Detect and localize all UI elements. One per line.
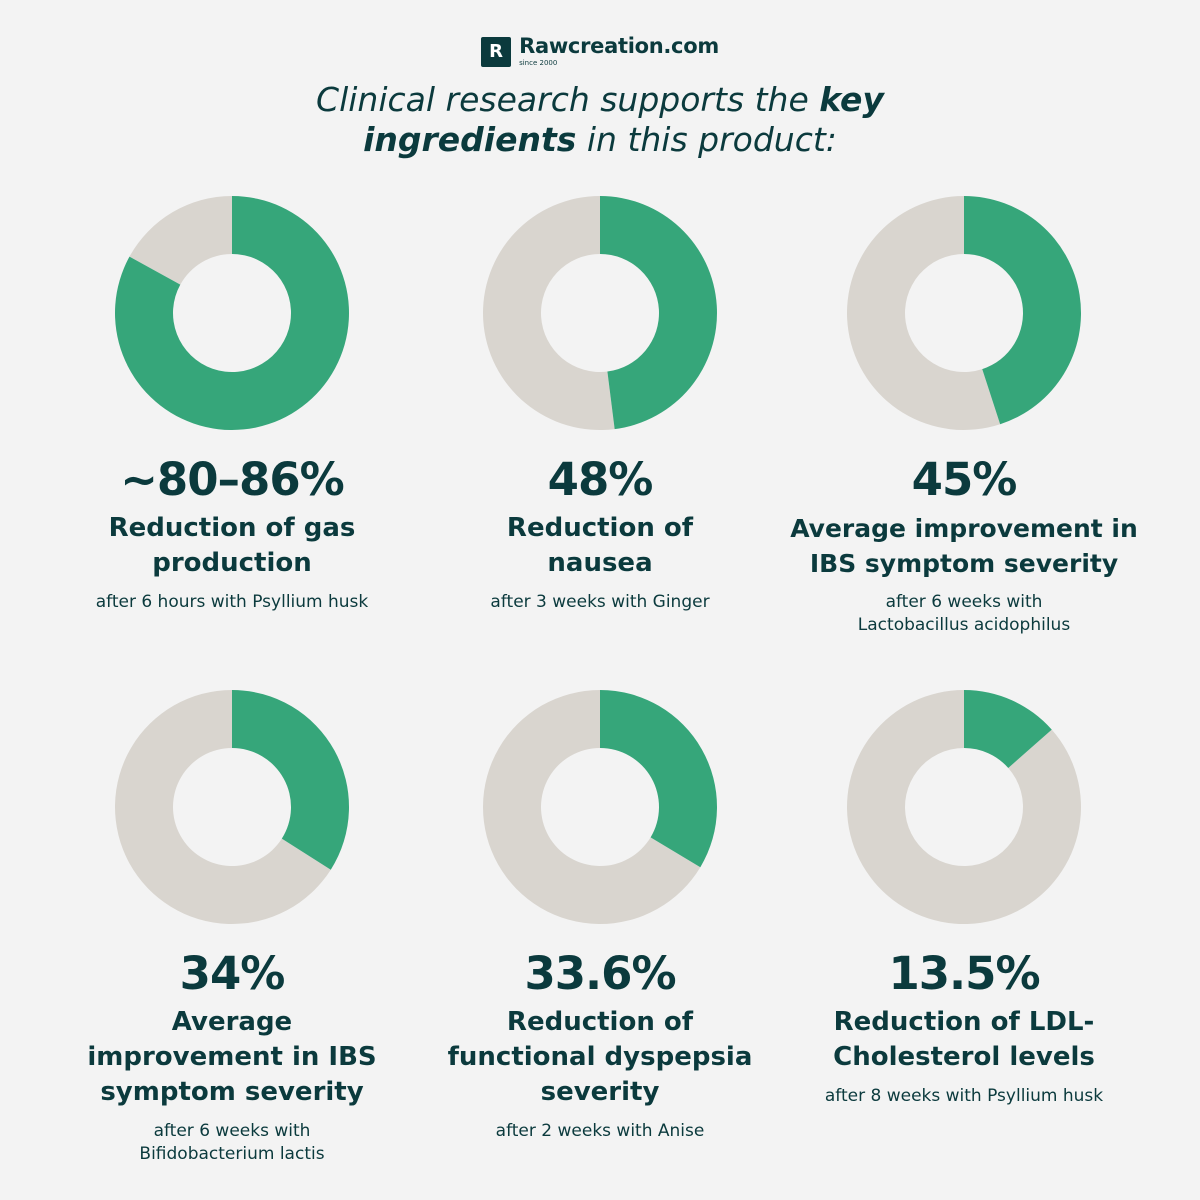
- brand-tagline: since 2000: [519, 59, 558, 67]
- headline-part1: Clinical research supports the: [316, 80, 820, 119]
- headline-bold-key: key: [819, 80, 884, 119]
- donut-chart: [483, 196, 718, 430]
- stat-title: Average improvement in IBS symptom sever…: [790, 514, 1138, 578]
- stat-note: after 6 weeks with Lactobacillus acidoph…: [857, 592, 1071, 635]
- donut-remainder-slice: [847, 196, 1001, 430]
- logo-mark-icon: R: [481, 36, 512, 67]
- donut-value-slice: [232, 690, 349, 870]
- donut-chart: [115, 690, 349, 924]
- headline-part2: in this product:: [576, 120, 837, 159]
- stat-card: 33.6% Reduction of functional dyspepsia …: [405, 689, 795, 1143]
- stat-note: after 6 hours with Psyllium husk: [95, 592, 369, 612]
- stat-card: 45% Average improvement in IBS symptom s…: [769, 195, 1159, 637]
- stat-title: Average improvement in IBS symptom sever…: [87, 1007, 377, 1107]
- stat-value: 45%: [911, 453, 1018, 506]
- donut-value-slice: [964, 690, 1052, 768]
- donut-remainder-slice: [115, 690, 331, 924]
- stat-title: Reduction of LDL-Cholesterol levels: [833, 1007, 1095, 1072]
- stat-title: Reduction of functional dyspepsia severi…: [447, 1007, 753, 1107]
- donut-remainder-slice: [847, 690, 1081, 924]
- donut-value-slice: [964, 196, 1081, 425]
- logo-text: Rawcreation.com since 2000: [519, 36, 719, 67]
- stat-note: after 6 weeks with Bifidobacterium lacti…: [139, 1121, 325, 1164]
- donut-remainder-slice: [129, 196, 232, 285]
- donut-remainder-slice: [483, 196, 615, 430]
- stat-value: 13.5%: [888, 947, 1040, 1000]
- stat-title: Reduction of nausea: [506, 513, 694, 578]
- stat-card: 48% Reduction of nausea after 3 weeks wi…: [405, 195, 795, 614]
- stat-value: 34%: [179, 947, 286, 1000]
- stat-card: 34% Average improvement in IBS symptom s…: [37, 689, 427, 1166]
- donut-remainder-slice: [483, 690, 701, 924]
- stat-note: after 8 weeks with Psyllium husk: [824, 1086, 1104, 1106]
- stat-note: after 2 weeks with Anise: [495, 1121, 705, 1141]
- donut-chart: [847, 690, 1081, 924]
- donut-chart: [483, 690, 717, 924]
- stat-value: ~80–86%: [120, 453, 345, 506]
- brand-name: Rawcreation.com: [519, 34, 719, 58]
- page-title: Clinical research supports the key ingred…: [0, 80, 1200, 160]
- donut-chart: [847, 196, 1081, 430]
- donut-value-slice: [115, 196, 349, 430]
- donut-value-slice: [600, 690, 717, 868]
- headline-bold-ingredients: ingredients: [363, 120, 577, 159]
- brand-logo: R Rawcreation.com since 2000: [0, 36, 1200, 67]
- stat-value: 48%: [547, 453, 654, 506]
- stat-card: ~80–86% Reduction of gas production afte…: [37, 195, 427, 614]
- stat-card: 13.5% Reduction of LDL-Cholesterol level…: [769, 689, 1159, 1108]
- donut-value-slice: [600, 196, 718, 430]
- stat-value: 33.6%: [524, 947, 676, 1000]
- stat-title: Reduction of gas production: [108, 513, 356, 578]
- stat-note: after 3 weeks with Ginger: [490, 592, 710, 612]
- donut-chart: [115, 196, 349, 430]
